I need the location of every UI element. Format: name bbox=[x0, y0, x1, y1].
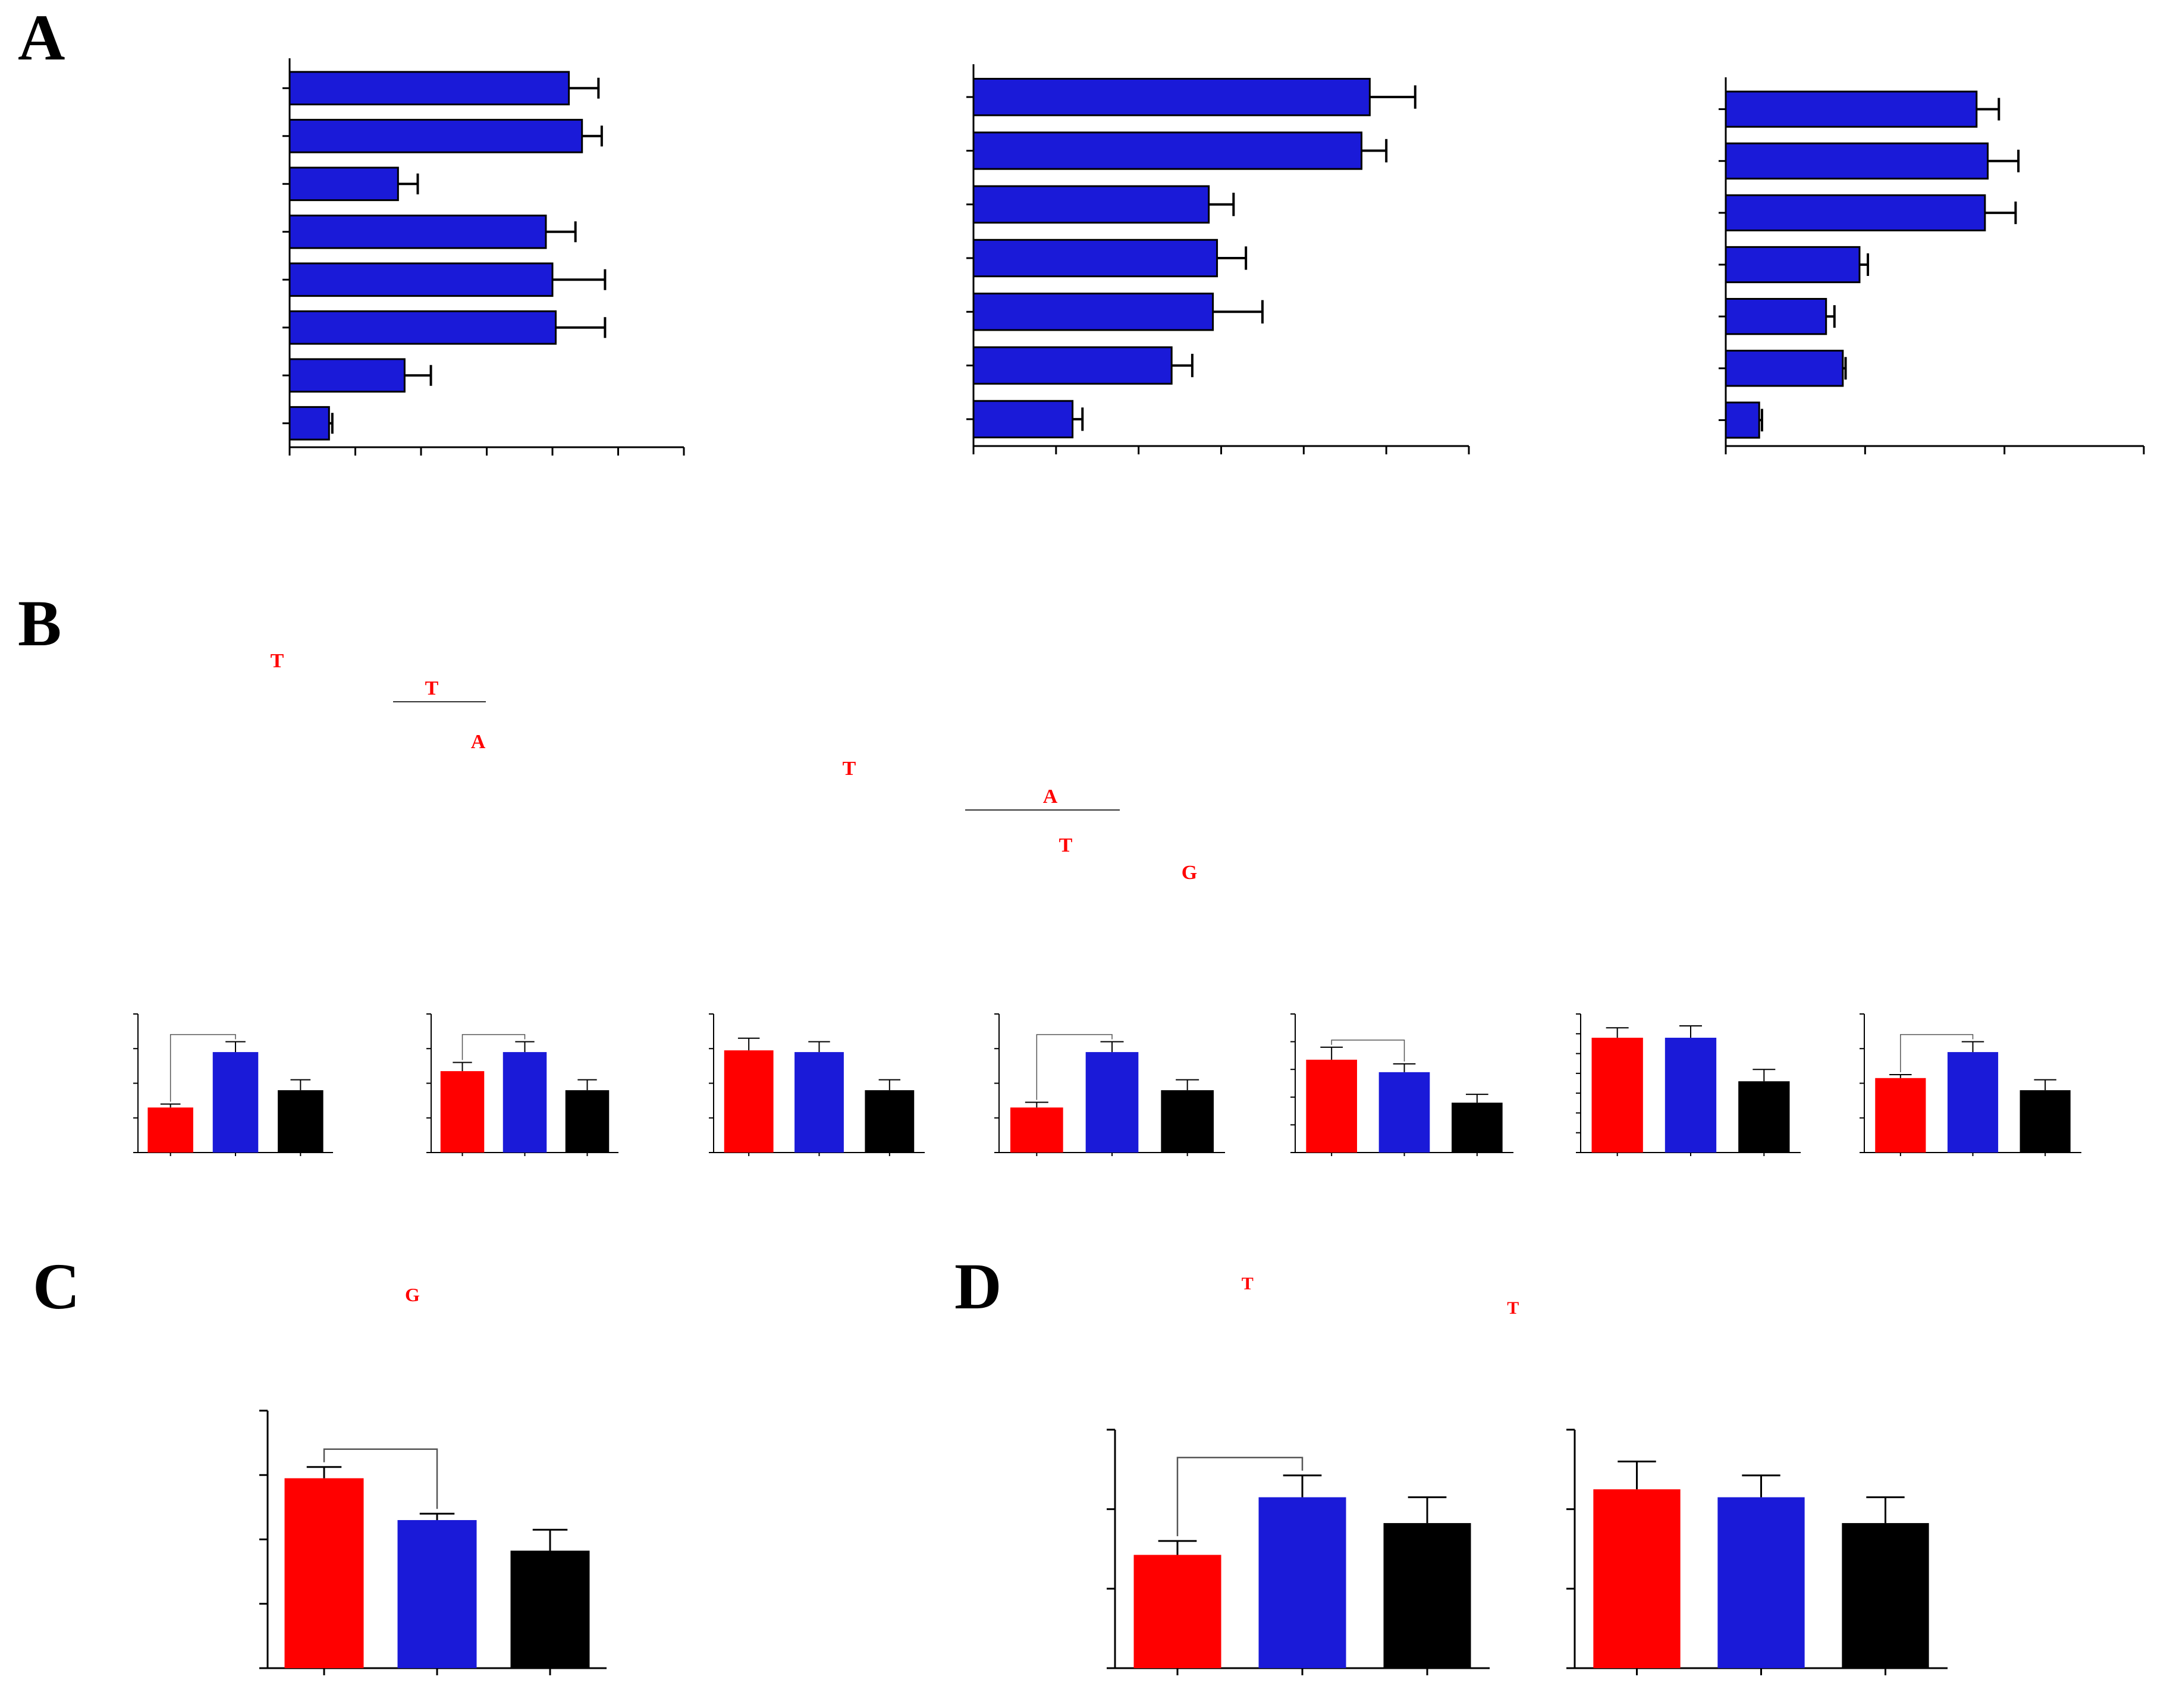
chart-b5 bbox=[1290, 1013, 1513, 1156]
bar bbox=[288, 214, 547, 249]
bar bbox=[284, 1478, 364, 1668]
bar bbox=[288, 262, 554, 297]
mutated-base: T bbox=[1059, 834, 1073, 856]
mutated-base: A bbox=[471, 731, 486, 753]
bar bbox=[972, 293, 1214, 331]
bar bbox=[1725, 142, 1989, 180]
mutation-mask bbox=[1181, 862, 1198, 883]
bar bbox=[1593, 1489, 1681, 1668]
panel-letter-c: C bbox=[33, 1250, 80, 1323]
bar bbox=[1725, 298, 1827, 335]
chart-b4 bbox=[994, 1013, 1225, 1156]
mutation-mask bbox=[841, 758, 858, 778]
bar bbox=[724, 1050, 774, 1153]
bar bbox=[288, 358, 406, 393]
bar bbox=[288, 310, 557, 345]
mutation-mask bbox=[1042, 786, 1059, 806]
bar bbox=[972, 346, 1173, 385]
panel-letter-b: B bbox=[18, 587, 61, 660]
charts-layer bbox=[133, 58, 2145, 1675]
bar bbox=[1725, 246, 1861, 284]
bar bbox=[1258, 1497, 1346, 1668]
chart-a1 bbox=[282, 58, 685, 456]
bar bbox=[288, 71, 570, 106]
mutated-base: T bbox=[271, 650, 284, 672]
significance-bracket bbox=[1176, 1456, 1304, 1537]
bar bbox=[288, 118, 583, 153]
bar bbox=[1717, 1497, 1805, 1668]
bar bbox=[972, 238, 1218, 278]
mutation-mask bbox=[1057, 835, 1074, 855]
chart-b2 bbox=[426, 1013, 618, 1156]
bar bbox=[147, 1107, 193, 1153]
chart-a2 bbox=[966, 64, 1470, 454]
mutation-mask bbox=[470, 731, 486, 752]
bar bbox=[1725, 90, 1978, 128]
bar bbox=[503, 1052, 547, 1153]
bar bbox=[510, 1550, 590, 1668]
bar bbox=[1591, 1037, 1643, 1153]
chart-a3 bbox=[1719, 77, 2145, 454]
bar bbox=[794, 1052, 844, 1153]
significance-bracket bbox=[461, 1034, 526, 1060]
bar bbox=[865, 1090, 915, 1153]
mutated-base: T bbox=[1242, 1274, 1254, 1293]
mutation-mask bbox=[269, 651, 285, 671]
panel-letter-d: D bbox=[954, 1250, 1001, 1323]
bar bbox=[565, 1090, 610, 1153]
bar bbox=[1133, 1555, 1221, 1668]
bar bbox=[1725, 401, 1760, 439]
mutation-mask bbox=[423, 678, 440, 698]
significance-bracket bbox=[169, 1034, 236, 1102]
panel-letter-a: A bbox=[18, 1, 65, 74]
bar bbox=[212, 1052, 259, 1153]
chart-c1 bbox=[259, 1409, 607, 1675]
bar bbox=[288, 167, 399, 202]
bar bbox=[1947, 1052, 1999, 1153]
bar bbox=[1383, 1523, 1471, 1668]
bar bbox=[1725, 350, 1844, 387]
mutation-mask bbox=[405, 1285, 420, 1305]
bar bbox=[972, 400, 1074, 439]
mutated-base: T bbox=[1507, 1298, 1519, 1318]
bar bbox=[1725, 194, 1986, 231]
bar bbox=[972, 131, 1363, 170]
bar bbox=[1010, 1107, 1063, 1153]
sequences-layer: T T A T A T G G T T bbox=[269, 650, 1521, 1318]
bar bbox=[1664, 1037, 1717, 1153]
significance-bracket bbox=[1900, 1034, 1974, 1072]
chart-d2 bbox=[1566, 1428, 1948, 1675]
mutation-mask bbox=[1505, 1299, 1521, 1317]
bar bbox=[1452, 1103, 1503, 1153]
bar bbox=[1875, 1078, 1926, 1153]
chart-d1 bbox=[1107, 1428, 1490, 1675]
bar bbox=[1378, 1072, 1430, 1153]
significance-bracket bbox=[1036, 1034, 1113, 1100]
bar bbox=[440, 1071, 485, 1153]
bar bbox=[972, 185, 1210, 224]
bar bbox=[2020, 1090, 2071, 1153]
mutated-base: T bbox=[843, 758, 856, 780]
significance-bracket bbox=[323, 1448, 438, 1509]
bar bbox=[1738, 1081, 1790, 1153]
significance-bracket bbox=[1331, 1040, 1405, 1062]
bar bbox=[288, 406, 330, 441]
bar bbox=[1842, 1523, 1929, 1668]
chart-b3 bbox=[709, 1013, 925, 1156]
mutation-mask bbox=[1240, 1274, 1255, 1292]
bar bbox=[972, 77, 1371, 117]
bar bbox=[1306, 1059, 1357, 1153]
bar bbox=[1161, 1090, 1214, 1153]
mutated-base: T bbox=[425, 677, 439, 699]
chart-b6 bbox=[1576, 1013, 1801, 1156]
mutated-base: G bbox=[405, 1284, 420, 1305]
bar bbox=[397, 1520, 477, 1668]
mutated-base: A bbox=[1043, 786, 1058, 808]
chart-b1 bbox=[133, 1013, 333, 1156]
mutated-base: G bbox=[1182, 862, 1197, 884]
chart-b7 bbox=[1860, 1013, 2081, 1156]
bar bbox=[1085, 1052, 1139, 1153]
bar bbox=[278, 1090, 324, 1153]
